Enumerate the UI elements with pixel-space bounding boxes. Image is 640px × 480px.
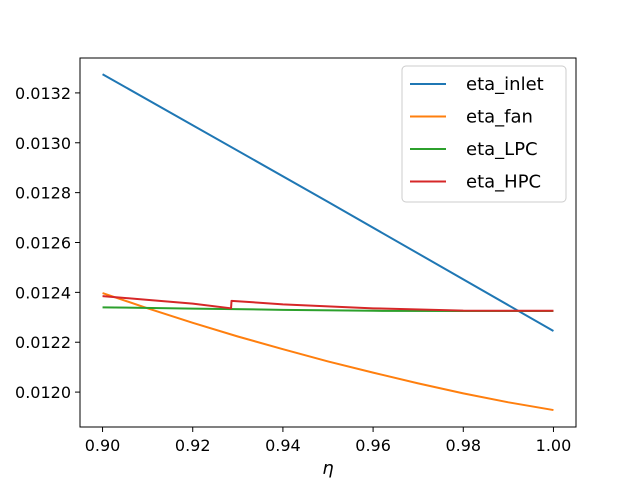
series-line-eta-fan [102,292,554,412]
y-tick-label: 0.0130 [15,134,71,153]
x-tick-label: 0.94 [265,436,301,455]
x-tick-label: 0.96 [355,436,391,455]
y-tick-label: 0.0128 [15,184,71,203]
legend: eta_inlet eta_fan eta_LPC eta_HPC [401,65,567,203]
x-axis-label: η [322,458,333,479]
legend-label: eta_inlet [466,74,544,95]
x-tick-label: 0.98 [445,436,481,455]
ticks-layer: 0.90 0.92 0.94 0.96 0.98 1.00 0.0120 0.0122 0.01… [15,84,571,455]
y-tick-label: 0.0126 [15,234,71,253]
legend-label: eta_LPC [466,139,538,160]
y-tick-label: 0.0124 [15,283,71,302]
x-tick-label: 0.90 [85,436,121,455]
series-layer [102,73,554,412]
x-tick-label: 0.92 [175,436,211,455]
legend-label: eta_fan [466,107,533,128]
series-line-eta-inlet [102,73,554,332]
legend-label: eta_HPC [466,172,541,193]
legend-box [401,65,567,203]
y-tick-label: 0.0120 [15,383,71,402]
y-tick-label: 0.0122 [15,333,71,352]
series-line-eta-HPC [102,295,554,312]
x-tick-label: 1.00 [536,436,572,455]
y-tick-label: 0.0132 [15,84,71,103]
